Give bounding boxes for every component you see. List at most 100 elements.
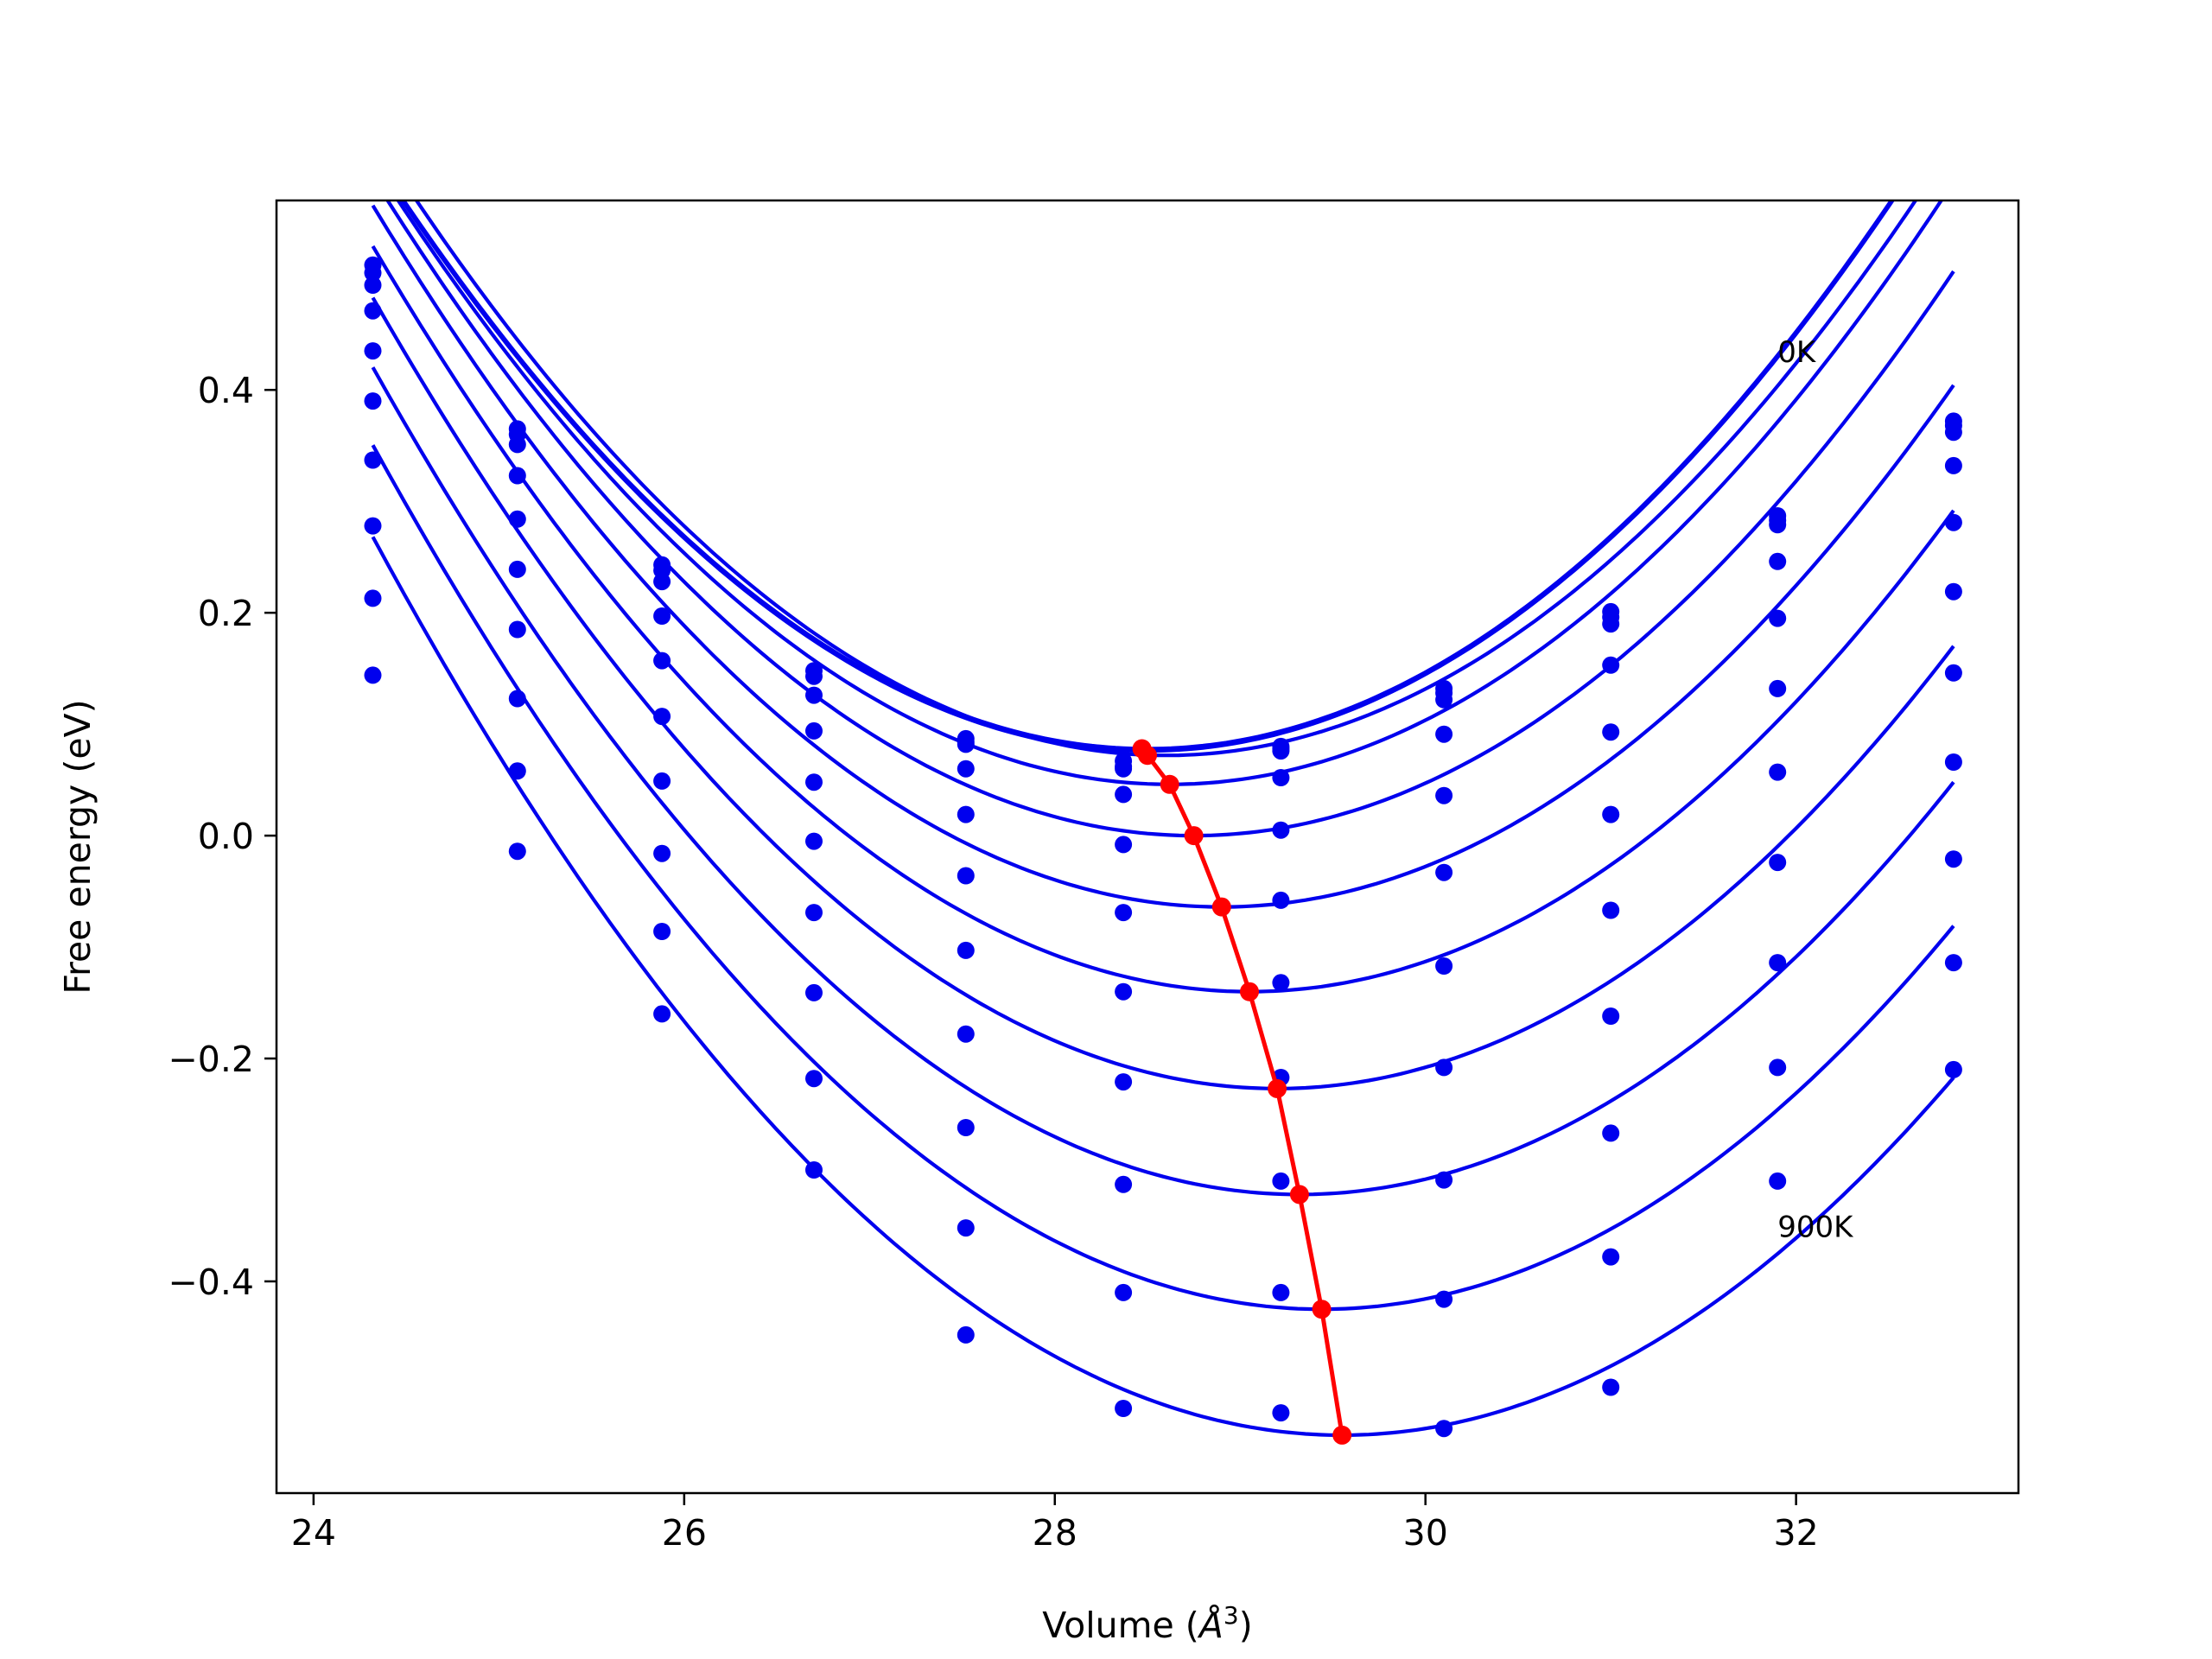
data-point	[653, 708, 671, 726]
data-point	[1769, 763, 1787, 781]
data-point	[1115, 1400, 1133, 1417]
y-tick-label: 0.0	[198, 816, 254, 857]
y-tick-label: 0.2	[198, 593, 254, 634]
data-point	[1944, 513, 1962, 531]
fit-curve-11	[371, 536, 1955, 1437]
data-point	[508, 510, 526, 528]
data-point	[1769, 516, 1787, 534]
data-point	[364, 451, 382, 469]
data-point	[653, 844, 671, 862]
data-point	[1602, 1007, 1620, 1025]
data-point	[508, 762, 526, 780]
data-point	[1944, 850, 1962, 868]
data-point	[957, 805, 975, 823]
x-tick-label: 24	[291, 1512, 336, 1554]
data-point	[1602, 1124, 1620, 1142]
data-point	[805, 1161, 823, 1179]
data-point	[1115, 785, 1133, 804]
data-point	[364, 276, 382, 294]
data-point	[805, 1070, 823, 1088]
data-point	[1115, 1283, 1133, 1301]
data-point	[805, 983, 823, 1001]
data-point	[364, 392, 382, 410]
data-point	[1272, 740, 1290, 758]
data-point	[1435, 863, 1453, 881]
data-point	[508, 690, 526, 708]
data-point	[1115, 836, 1133, 854]
data-point	[957, 760, 975, 778]
minimum-point	[1312, 1300, 1332, 1319]
data-point	[1435, 1420, 1453, 1438]
data-point	[508, 620, 526, 639]
fit-curve-3	[414, 200, 1918, 758]
data-point	[805, 773, 823, 791]
data-point	[1602, 901, 1620, 919]
data-point	[1769, 854, 1787, 872]
minimum-point	[1138, 746, 1157, 766]
data-point	[1769, 609, 1787, 627]
x-tick-label: 30	[1403, 1512, 1448, 1554]
x-tick-label: 28	[1033, 1512, 1077, 1554]
data-point	[1115, 760, 1133, 778]
fit-curve-8	[371, 296, 1955, 1090]
data-point	[1944, 954, 1962, 972]
data-point	[1602, 1248, 1620, 1266]
data-point	[1272, 821, 1290, 839]
data-point	[1435, 1290, 1453, 1308]
data-point	[653, 923, 671, 940]
plot-frame	[275, 199, 2020, 1495]
data-point	[364, 666, 382, 684]
data-point	[1602, 805, 1620, 823]
data-point	[653, 1005, 671, 1023]
data-point	[1944, 423, 1962, 442]
data-point	[1944, 582, 1962, 601]
y-tick-label: 0.4	[198, 370, 254, 411]
data-point	[957, 867, 975, 885]
minimum-point	[1289, 1185, 1309, 1205]
fit-curve-9	[371, 366, 1955, 1197]
y-tick-label: −0.2	[168, 1039, 254, 1080]
data-point	[1602, 615, 1620, 633]
annotation-high-temp: 900K	[1777, 1210, 1854, 1244]
y-axis-label: Free energy (eV)	[57, 699, 99, 994]
minimum-point	[1160, 774, 1179, 794]
minimum-path-group	[1132, 739, 1352, 1445]
data-point	[1602, 723, 1620, 741]
data-point	[508, 467, 526, 485]
data-point	[805, 832, 823, 850]
x-tick-label: 26	[662, 1512, 707, 1554]
data-point	[805, 721, 823, 740]
data-point	[1272, 1283, 1290, 1301]
data-point	[364, 302, 382, 320]
data-point	[1435, 1171, 1453, 1189]
minimum-point	[1211, 897, 1231, 917]
fit-curve-5	[385, 200, 1955, 838]
data-point	[1602, 1378, 1620, 1396]
minimum-point	[1240, 982, 1259, 1001]
x-axis-label: Volume (Å3)	[1042, 1601, 1252, 1646]
data-point	[1272, 1404, 1290, 1422]
data-point	[805, 904, 823, 922]
data-point	[364, 517, 382, 535]
data-point	[1944, 753, 1962, 771]
data-point	[957, 1025, 975, 1043]
data-point	[1769, 1058, 1787, 1077]
data-point	[957, 1119, 975, 1136]
data-point	[957, 941, 975, 959]
data-point	[364, 342, 382, 360]
minimum-path-line	[1140, 747, 1344, 1436]
data-point	[1435, 786, 1453, 804]
fit-curve-2	[400, 200, 1895, 753]
data-point	[1115, 982, 1133, 1001]
data-point	[364, 589, 382, 607]
data-point	[1115, 904, 1133, 922]
data-point	[1115, 1073, 1133, 1091]
data-point	[1272, 1172, 1290, 1190]
data-point	[653, 573, 671, 591]
data-point	[1769, 552, 1787, 570]
data-point	[1272, 769, 1290, 786]
data-point	[508, 435, 526, 454]
fit-curve-10	[371, 444, 1955, 1312]
data-point	[1435, 957, 1453, 975]
